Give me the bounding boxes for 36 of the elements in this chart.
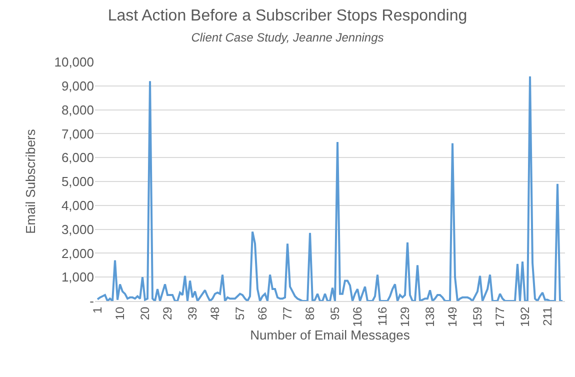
x-tick-label: 77 <box>280 306 294 320</box>
x-tick-label: 57 <box>232 306 247 320</box>
x-tick-label: 129 <box>398 306 412 327</box>
y-tick-label: 4,000 <box>61 198 94 213</box>
x-tick-label: 86 <box>302 306 317 320</box>
y-tick-label: 8,000 <box>61 102 94 118</box>
y-tick-label: 5,000 <box>61 174 94 190</box>
x-tick-label: 149 <box>445 306 460 327</box>
x-tick-label: 192 <box>518 306 532 327</box>
y-tick-label: 10,000 <box>54 54 94 70</box>
x-tick-label: 39 <box>185 306 200 320</box>
x-tick-label: 211 <box>540 306 554 326</box>
chart-title: Last Action Before a Subscriber Stops Responding <box>108 8 468 25</box>
line-series <box>96 75 564 301</box>
y-tick-label: 2,000 <box>61 246 94 261</box>
x-tick-label: 116 <box>375 306 390 326</box>
y-tick-label: - <box>90 294 94 309</box>
x-tick-label: 106 <box>350 306 364 327</box>
y-tick-label: 1,000 <box>61 270 94 285</box>
y-tick-label: 3,000 <box>61 222 94 237</box>
y-axis-title: Email Subscribers <box>23 128 38 234</box>
x-tick-label: 66 <box>255 306 270 320</box>
x-axis-title: Number of Email Messages <box>250 327 410 342</box>
x-tick-label: 159 <box>470 306 484 327</box>
x-tick-label: 177 <box>492 306 507 327</box>
y-tick-label: 7,000 <box>61 126 94 142</box>
x-tick-label: 48 <box>208 306 222 320</box>
y-tick-label: 6,000 <box>61 150 94 166</box>
x-tick-label: 10 <box>112 306 127 320</box>
x-tick-label: 138 <box>422 306 437 327</box>
x-tick-label: 1 <box>90 306 104 314</box>
x-tick-label: 20 <box>138 306 152 320</box>
chart-subtitle: Client Case Study, Jeanne Jennings <box>191 30 384 45</box>
y-tick-label: 9,000 <box>61 78 94 94</box>
x-tick-label: 95 <box>328 306 342 320</box>
x-tick-label: 29 <box>160 306 174 320</box>
